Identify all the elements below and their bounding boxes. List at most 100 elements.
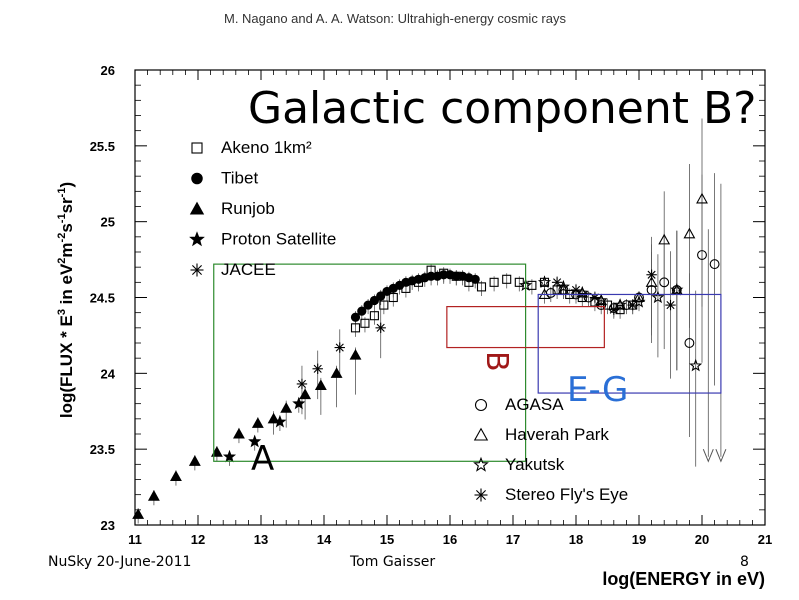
haverah-park-point [595, 294, 608, 306]
agasa-point [659, 277, 670, 288]
yakutsk-point [594, 293, 608, 307]
upper-limit-arrow [715, 448, 727, 463]
haverah-park-point [614, 298, 627, 310]
runjob-point [314, 379, 327, 391]
y-axis-label: log(FLUX * E3 in eV2m-2s-1sr-1) [56, 182, 76, 418]
error-bars [137, 118, 727, 524]
footer-center: Tom Gaisser [349, 554, 435, 570]
legend-marker-haverah-park [473, 427, 489, 441]
runjob-point [251, 417, 264, 428]
proton-satellite-point [273, 414, 287, 428]
legend-label-proton-satellite: Proton Satellite [221, 230, 336, 249]
x-tick-label: 11 [128, 532, 142, 547]
runjob-point [280, 402, 293, 413]
akeno-1km-point [514, 277, 524, 287]
x-tick-label: 14 [317, 532, 332, 547]
legend-top-left: Akeno 1km² Tibet Runjob Proton Satellite JAC… [189, 138, 336, 279]
runjob-point [147, 490, 160, 501]
akeno-1km-point [388, 292, 398, 303]
x-tick-label: 12 [191, 532, 205, 547]
region-box-b [446, 306, 605, 349]
region-label-a: A [251, 439, 274, 479]
jacee-point [312, 363, 323, 374]
legend-marker-yakutsk [473, 456, 489, 472]
legend-label-yakutsk: Yakutsk [505, 455, 565, 474]
upper-limit-arrow [702, 448, 714, 463]
stereo-fly-s-eye-point [665, 299, 676, 311]
yakutsk-point [575, 285, 589, 299]
data-points [132, 192, 720, 519]
jacee-point [375, 322, 386, 334]
haverah-park-point [576, 286, 589, 298]
akeno-1km-point [350, 323, 361, 333]
x-tick-label: 20 [695, 532, 709, 547]
stereo-fly-s-eye-point [551, 277, 563, 288]
runjob-point [210, 446, 223, 457]
runjob-point [132, 508, 145, 519]
x-tick-label: 15 [380, 532, 394, 547]
stereo-fly-s-eye-point [570, 284, 582, 296]
haverah-park-point [683, 227, 696, 239]
tibet-point [451, 271, 461, 281]
tibet-point [350, 312, 361, 322]
proton-satellite-point [248, 434, 262, 448]
legend-label-stereo-fly-s-eye: Stereo Fly's Eye [505, 485, 628, 504]
y-tick-label: 24.5 [90, 291, 115, 306]
legend-label-akeno-1km: Akeno 1km² [221, 138, 312, 157]
yakutsk-point [632, 295, 646, 308]
legend-label-haverah-park: Haverah Park [505, 425, 609, 444]
y-tick-label: 23.5 [90, 442, 115, 457]
akeno-1km-point [360, 318, 370, 328]
tibet-point [439, 270, 449, 280]
haverah-park-point [658, 233, 671, 245]
legend-marker-agasa [474, 398, 488, 412]
agasa-point [709, 259, 720, 270]
runjob-point [188, 455, 201, 466]
yakutsk-point [651, 290, 665, 304]
agasa-point [697, 250, 707, 260]
haverah-park-point [696, 192, 708, 204]
x-tick-label: 16 [443, 532, 457, 547]
y-tick-label: 25 [101, 215, 115, 230]
yakutsk-point [689, 358, 703, 372]
runjob-point [299, 388, 312, 400]
legend-label-jacee: JACEE [221, 260, 276, 279]
y-tick-label: 25.5 [90, 139, 115, 154]
x-tick-label: 18 [569, 532, 583, 547]
x-tick-labels: 11 12 13 14 15 16 17 18 19 20 21 [128, 532, 772, 547]
agasa-point [596, 300, 607, 311]
region-box-a [213, 263, 527, 462]
y-tick-label: 23 [101, 518, 115, 533]
yakutsk-point [613, 298, 627, 311]
stereo-fly-s-eye-point [646, 269, 657, 280]
proton-satellite-point [292, 396, 306, 410]
x-tick-label: 21 [758, 532, 772, 547]
jacee-point [296, 378, 308, 390]
runjob-point [330, 367, 343, 378]
akeno-1km-point [379, 300, 389, 310]
x-axis-label: log(ENERGY in eV) [602, 569, 765, 589]
stereo-fly-s-eye-point [627, 299, 638, 311]
slide-title: Galactic component B? [248, 83, 757, 134]
haverah-park-point [633, 291, 645, 303]
tibet-point [426, 271, 436, 281]
runjob-point [349, 349, 362, 360]
stereo-fly-s-eye-point [608, 304, 619, 315]
runjob-point [170, 470, 182, 482]
haverah-park-point [645, 276, 658, 287]
yakutsk-point [670, 282, 684, 296]
legend-marker-stereo-fly-s-eye [474, 488, 488, 502]
region-boxes [213, 263, 722, 462]
legend-marker-akeno-1km [191, 142, 203, 154]
legend-label-runjob: Runjob [221, 199, 275, 218]
agasa-point [684, 338, 695, 348]
y-tick-labels: 23 23.5 24 24.5 25 25.5 26 [90, 63, 116, 533]
akeno-1km-point [489, 277, 499, 287]
legend-marker-tibet [191, 172, 203, 185]
legend-label-tibet: Tibet [221, 169, 258, 188]
region-box-e-g [537, 293, 722, 394]
legend-bottom-right: AGASA Haverah Park Yakutsk Stereo Fly's Eye [473, 395, 628, 504]
region-label-b: B [479, 351, 514, 372]
legend-marker-proton-satellite [189, 231, 205, 247]
